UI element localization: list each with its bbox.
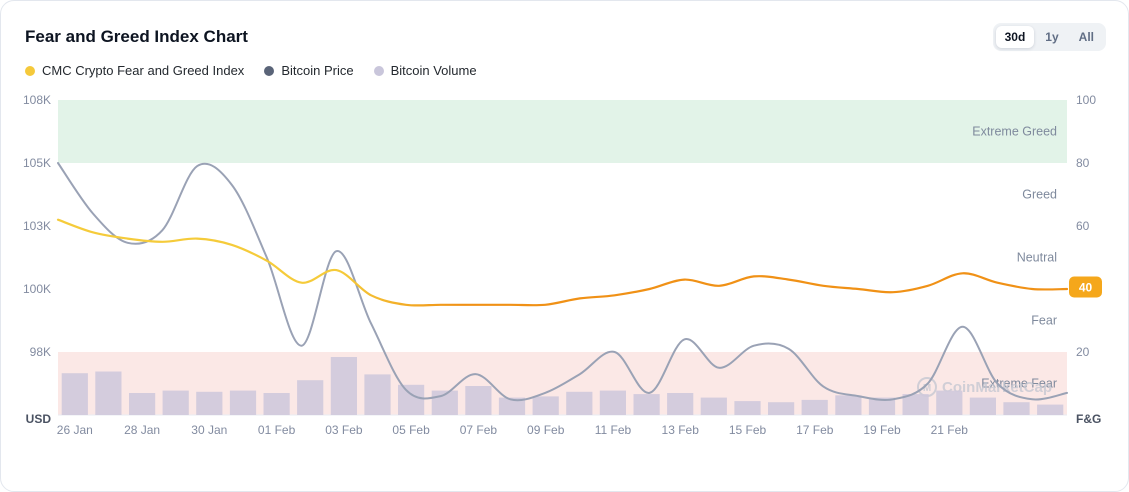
chart-header: Fear and Greed Index Chart 30d 1y All	[25, 23, 1106, 51]
badge-value: 40	[1079, 281, 1093, 295]
volume-bar	[196, 391, 223, 415]
volume-bar	[566, 391, 593, 415]
fng-axis-tick: 100	[1076, 93, 1096, 107]
volume-bar	[229, 390, 257, 415]
volume-bar	[633, 394, 660, 415]
volume-bar	[465, 386, 492, 415]
fng-axis-tick: 60	[1076, 219, 1090, 233]
date-tick: 15 Feb	[729, 423, 767, 437]
fng-axis-unit: F&G	[1076, 412, 1101, 426]
zone-band	[58, 100, 1067, 163]
range-all-button[interactable]: All	[1070, 26, 1103, 48]
volume-bar	[801, 399, 828, 415]
legend-item-bitcoin-price[interactable]: Bitcoin Price	[264, 63, 354, 78]
volume-bar	[398, 384, 425, 415]
volume-bar	[364, 374, 391, 415]
volume-bars	[61, 357, 1064, 415]
fng-axis: 100 80 60 40 20 F&G	[1076, 93, 1101, 426]
legend-label: Bitcoin Volume	[390, 63, 477, 78]
date-tick: 30 Jan	[191, 423, 227, 437]
volume-bar	[129, 393, 156, 415]
volume-bar	[297, 380, 324, 415]
volume-bar	[61, 373, 88, 415]
volume-bar	[263, 393, 290, 415]
price-axis-tick: 103K	[23, 219, 51, 233]
range-30d-button[interactable]: 30d	[995, 26, 1035, 48]
range-switcher: 30d 1y All	[992, 23, 1106, 51]
date-tick: 26 Jan	[57, 423, 93, 437]
legend-item-bitcoin-volume[interactable]: Bitcoin Volume	[373, 63, 477, 78]
volume-bar	[599, 390, 626, 415]
volume-bar	[969, 397, 996, 415]
zone-label: Neutral	[1017, 251, 1057, 265]
volume-bar	[734, 401, 761, 415]
date-tick: 19 Feb	[863, 423, 901, 437]
volume-bar	[902, 394, 929, 415]
bitcoin-price-legend-dot-icon	[264, 65, 275, 76]
legend-label: Bitcoin Price	[281, 63, 354, 78]
volume-bar	[532, 396, 559, 415]
date-tick: 05 Feb	[392, 423, 430, 437]
volume-bar	[95, 371, 122, 415]
price-axis: 108K 105K 103K 100K 98K USD	[23, 93, 51, 426]
range-1y-button[interactable]: 1y	[1036, 26, 1067, 48]
fng-index-line	[56, 218, 1069, 307]
volume-bar	[162, 390, 189, 415]
volume-bar	[700, 397, 727, 415]
date-axis: 26 Jan 28 Jan 30 Jan 01 Feb 03 Feb 05 Feb 07 F…	[57, 423, 969, 437]
bitcoin-price-line	[57, 162, 1068, 402]
chart-legend: CMC Crypto Fear and Greed Index Bitcoin …	[25, 63, 477, 78]
zone-label: Fear	[1031, 314, 1057, 328]
volume-bar	[330, 357, 357, 415]
watermark-text: CoinMarketCap	[942, 379, 1052, 396]
price-axis-tick: 108K	[23, 93, 51, 107]
date-tick: 11 Feb	[595, 423, 632, 437]
date-tick: 21 Feb	[931, 423, 969, 437]
volume-bar	[936, 390, 963, 415]
date-tick: 03 Feb	[325, 423, 363, 437]
volume-bar	[835, 395, 862, 415]
volume-bar	[1003, 402, 1030, 415]
zone-label: Extreme Greed	[972, 125, 1057, 139]
coinmarketcap-logo-letter: M	[923, 383, 931, 394]
bitcoin-volume-legend-dot-icon	[373, 65, 384, 76]
legend-label: CMC Crypto Fear and Greed Index	[42, 63, 245, 78]
fng-axis-tick: 80	[1076, 156, 1090, 170]
fng-current-value-badge: 40	[1069, 276, 1102, 298]
volume-bar	[667, 393, 694, 415]
price-axis-tick: 98K	[30, 345, 51, 359]
date-tick: 28 Jan	[124, 423, 160, 437]
date-tick: 01 Feb	[258, 423, 296, 437]
date-tick: 09 Feb	[527, 423, 565, 437]
volume-bar	[768, 402, 795, 415]
fng-index-legend-dot-icon	[25, 65, 35, 76]
badge-background	[1069, 276, 1102, 298]
fng-axis-tick: 20	[1076, 345, 1090, 359]
date-tick: 13 Feb	[662, 423, 700, 437]
legend-item-fng-index[interactable]: CMC Crypto Fear and Greed Index	[25, 63, 244, 78]
volume-bar	[1037, 404, 1064, 415]
zone-label: Greed	[1022, 188, 1057, 202]
price-axis-tick: 100K	[23, 282, 51, 296]
price-axis-tick: 105K	[23, 156, 51, 170]
date-tick: 17 Feb	[796, 423, 834, 437]
date-tick: 07 Feb	[460, 423, 498, 437]
price-axis-unit: USD	[26, 412, 52, 426]
zone-bands	[58, 100, 1067, 415]
page-title: Fear and Greed Index Chart	[25, 27, 248, 46]
volume-bar	[868, 397, 896, 415]
volume-bar	[498, 397, 526, 415]
